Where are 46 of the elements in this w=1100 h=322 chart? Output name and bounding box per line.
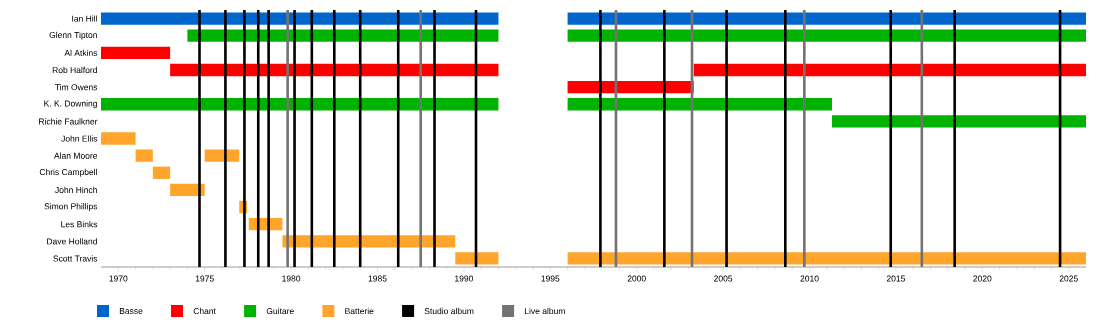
y-tick-label: Simon Phillips [44,203,98,211]
y-tick-label: Dave Holland [47,238,97,245]
y-tick-label: Les Binks [61,221,98,228]
y-tick-label: Al Atkins [64,49,98,56]
y-tick-label: K. K. Downing [44,100,97,109]
x-tick-label: 1985 [368,275,387,282]
x-tick-label: 1995 [541,275,560,282]
bar [170,183,205,197]
x-tick-label: 1975 [195,275,214,282]
bar [567,98,832,111]
bar [567,12,1086,25]
legend-label: Live album [524,307,565,315]
bar [567,252,1086,265]
x-tick-label: 1970 [109,275,128,282]
x-tick-label: 2005 [714,275,733,282]
y-tick-label: John Ellis [61,135,98,142]
bar [135,149,153,162]
bar [831,115,1086,128]
x-tick-label: 2000 [627,275,646,282]
y-tick-label: Rob Halford [52,66,97,74]
bar [101,46,171,60]
legend-label: Chant [193,307,216,315]
bar [455,252,499,265]
y-tick-label: Glenn Tipton [49,31,97,40]
bar [152,166,171,179]
x-tick-label: 1980 [282,275,301,282]
x-tick-label: 2025 [1059,275,1078,282]
legend-label: Studio album [424,307,474,315]
y-tick-label: John Hinch [55,186,97,194]
x-tick-label: 2015 [886,275,906,282]
bar [567,29,1086,42]
bar [693,63,1086,77]
bar [204,149,240,162]
x-tick-label: 2020 [973,275,992,282]
x-tick-label: 2010 [800,275,819,282]
bar [101,132,136,145]
y-tick-label: Alan Moore [54,152,98,159]
y-tick-label: Tim Owens [55,83,98,91]
y-tick-label: Chris Campbell [39,168,97,177]
y-tick-label: Richie Faulkner [39,118,98,125]
y-tick-label: Ian Hill [72,15,97,22]
legend-label: Basse [119,308,143,314]
y-tick-label: Scott Travis [53,255,98,262]
legend-label: Batterie [345,307,374,315]
legend-label: Guitare [266,307,294,315]
x-tick-label: 1990 [455,275,474,282]
